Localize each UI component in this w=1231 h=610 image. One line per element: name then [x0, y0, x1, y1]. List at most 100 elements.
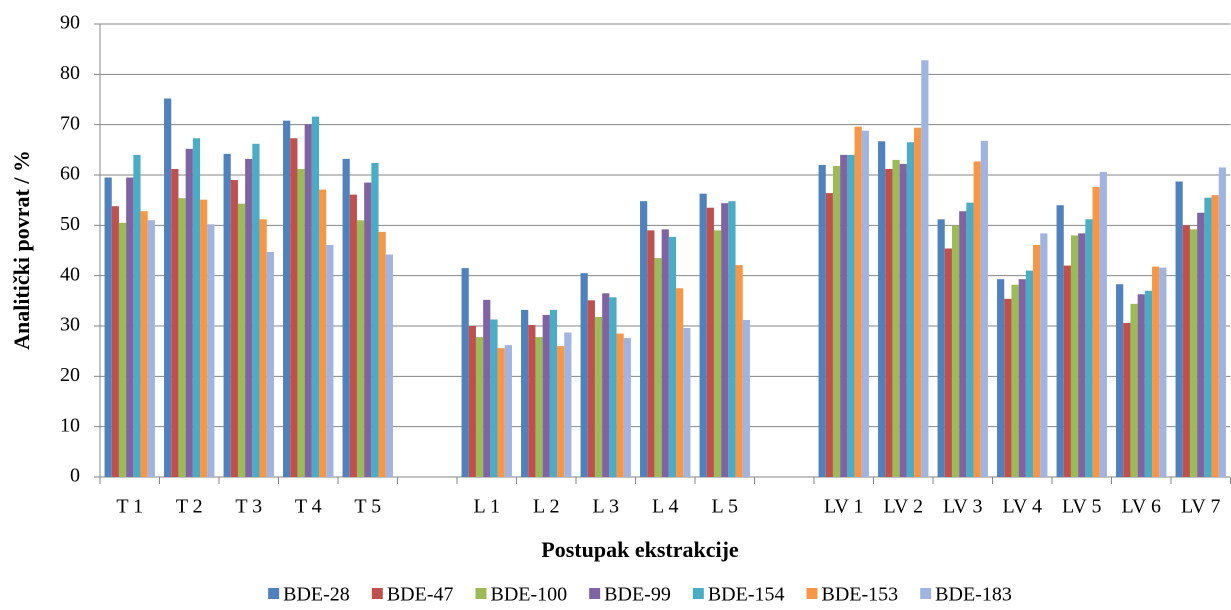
bar: [854, 126, 862, 478]
bar: [825, 193, 833, 477]
bar: [706, 207, 714, 477]
bar: [980, 140, 988, 478]
bar: [297, 168, 305, 477]
bar: [1078, 233, 1086, 477]
bar: [385, 254, 393, 477]
legend-swatch: [371, 588, 383, 599]
bar: [111, 206, 119, 477]
bar: [861, 130, 869, 477]
x-tick-label: L 1: [474, 496, 500, 518]
bar: [602, 293, 610, 477]
bar: [1175, 181, 1183, 477]
y-tick-label: 10: [60, 414, 80, 436]
bar: [587, 300, 595, 477]
bar: [676, 288, 684, 477]
bar: [735, 265, 743, 477]
bar: [1063, 265, 1071, 477]
bar: [713, 230, 722, 477]
bar: [1218, 167, 1226, 477]
bar: [654, 258, 662, 477]
bar: [1025, 270, 1034, 477]
y-tick-label: 50: [60, 213, 80, 235]
bar: [623, 338, 631, 477]
bar: [223, 153, 231, 478]
legend-swatch: [920, 588, 932, 599]
bar: [542, 314, 550, 477]
bar: [742, 319, 750, 477]
y-tick-label: 90: [60, 12, 80, 34]
bar: [1197, 212, 1205, 477]
bar: [237, 203, 246, 477]
x-tick-label: T 5: [354, 496, 381, 518]
x-tick-label: L 5: [712, 496, 738, 518]
bar: [818, 164, 826, 477]
bar: [504, 345, 512, 477]
bar: [557, 346, 565, 477]
legend-swatch: [806, 588, 818, 599]
bar: [319, 189, 327, 477]
bar: [185, 148, 193, 477]
bar: [1204, 197, 1212, 477]
y-axis-title: Analitički povrat / %: [9, 150, 34, 350]
bar: [521, 309, 529, 477]
bar: [640, 201, 648, 477]
bar: [490, 319, 498, 477]
bar: [1144, 290, 1153, 477]
bar: [1018, 279, 1026, 477]
bar: [535, 337, 543, 477]
x-tick-label: LV 1: [824, 496, 863, 518]
bar: [252, 143, 260, 477]
bar: [192, 138, 201, 478]
bar: [1123, 322, 1131, 477]
bar: [147, 220, 155, 478]
legend-label: BDE-154: [708, 584, 785, 606]
bar: [661, 229, 669, 477]
x-tick-label: LV 4: [1003, 496, 1042, 518]
bar: [1159, 267, 1167, 477]
bar: [699, 193, 707, 477]
y-tick-label: 20: [60, 364, 80, 386]
bar: [259, 219, 267, 477]
bar: [668, 236, 677, 477]
legend-label: BDE-99: [604, 584, 671, 606]
bar: [1211, 195, 1219, 477]
x-tick-label: L 2: [533, 496, 559, 518]
bar: [283, 120, 291, 477]
legend-swatch: [589, 588, 601, 599]
bar: [475, 337, 484, 477]
bar: [1033, 244, 1041, 477]
bar: [364, 182, 372, 478]
bar: [966, 202, 974, 477]
y-tick-label: 40: [60, 263, 80, 285]
bar: [378, 231, 386, 477]
bar: [549, 309, 558, 477]
bar: [951, 225, 960, 477]
bar: [1092, 187, 1100, 477]
x-tick-label: T 1: [116, 496, 143, 518]
bar: [245, 158, 253, 478]
bar: [200, 199, 208, 477]
x-axis-title: Postupak ekstrakcije: [541, 537, 739, 562]
x-tick-label: L 4: [652, 496, 678, 518]
bar: [483, 299, 491, 477]
bar: [832, 165, 841, 477]
bar: [1137, 294, 1145, 477]
bar: [230, 180, 238, 478]
bar: [580, 273, 588, 477]
legend-label: BDE-153: [822, 584, 899, 606]
x-tick-label: LV 3: [943, 496, 982, 518]
bar: [178, 198, 186, 478]
bar: [1189, 229, 1198, 477]
bar: [1152, 266, 1160, 477]
bar: [885, 168, 893, 477]
bar: [564, 332, 572, 477]
y-tick-label: 60: [60, 163, 80, 185]
bar: [468, 326, 476, 477]
bar: [594, 316, 603, 477]
bar: [914, 127, 922, 477]
x-tick-label: T 4: [295, 496, 322, 518]
bar: [140, 211, 148, 478]
bar: [721, 203, 729, 478]
